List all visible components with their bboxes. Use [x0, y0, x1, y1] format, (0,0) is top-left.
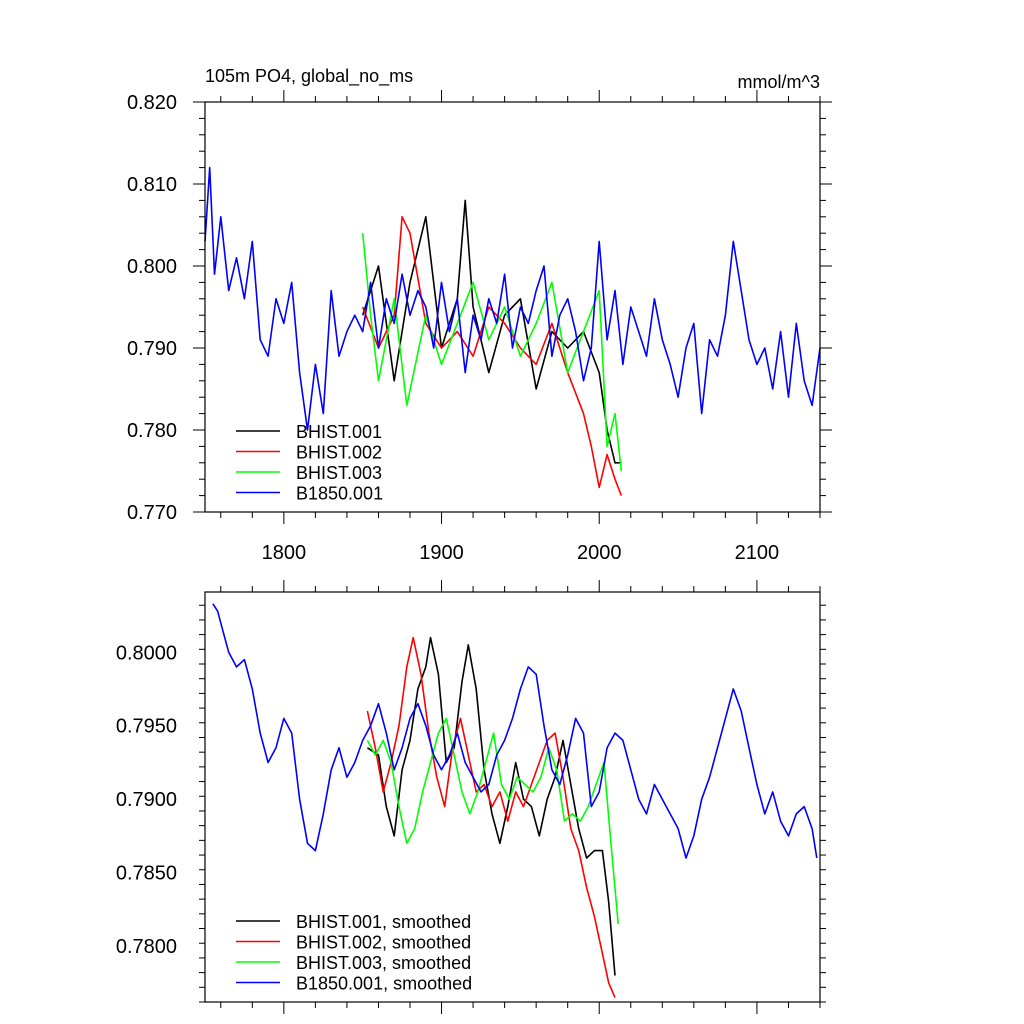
- legend-label: BHIST.002, smoothed: [296, 933, 471, 953]
- y-tick-label: 0.780: [127, 420, 177, 442]
- legend-label: BHIST.003: [296, 463, 382, 483]
- series-line-bhist-002: [366, 636, 616, 998]
- x-tick-label: 1900: [419, 542, 464, 564]
- series-line-bhist-002: [361, 216, 623, 496]
- legend-label: BHIST.001, smoothed: [296, 912, 471, 932]
- x-tick-label: 2000: [577, 542, 622, 564]
- y-tick-label: 0.790: [127, 338, 177, 360]
- plot-frame: [204, 101, 821, 513]
- y-tick-label: 0.7950: [116, 716, 177, 738]
- series-line-bhist-001: [366, 636, 616, 976]
- bottom-panel: 0.7800 0.7850 0.7900 0.7950 0.8000 BHIST.001…: [116, 580, 826, 1014]
- y-tick-label: 0.770: [127, 502, 177, 524]
- y-tick-label: 0.8000: [116, 642, 177, 664]
- legend-label: BHIST.001: [296, 422, 382, 442]
- series-line-bhist-003: [361, 233, 623, 472]
- units-label: mmol/m^3: [738, 72, 820, 92]
- series-line-b1850-001: [212, 603, 818, 859]
- y-tick-label: 0.800: [127, 256, 177, 278]
- series-line-b1850-001: [204, 166, 821, 431]
- series-line-bhist-001: [361, 199, 622, 464]
- legend-label: BHIST.003, smoothed: [296, 953, 471, 973]
- x-tick-label: 2100: [735, 542, 780, 564]
- chart-title: 105m PO4, global_no_ms: [205, 66, 413, 87]
- plot-frame: [204, 591, 821, 1003]
- legend-label: BHIST.002: [296, 443, 382, 463]
- y-tick-label: 0.7800: [116, 936, 177, 958]
- series-line-bhist-003: [366, 717, 619, 925]
- y-tick-label: 0.7850: [116, 863, 177, 885]
- legend-label: B1850.001: [296, 484, 383, 504]
- y-tick-label: 0.810: [127, 174, 177, 196]
- legend-label: B1850.001, smoothed: [296, 974, 472, 994]
- y-tick-label: 0.7900: [116, 789, 177, 811]
- top-panel: 105m PO4, global_no_ms mmol/m^3 0.770 0.7…: [127, 66, 832, 564]
- y-tick-label: 0.820: [127, 92, 177, 114]
- x-tick-label: 1800: [262, 542, 307, 564]
